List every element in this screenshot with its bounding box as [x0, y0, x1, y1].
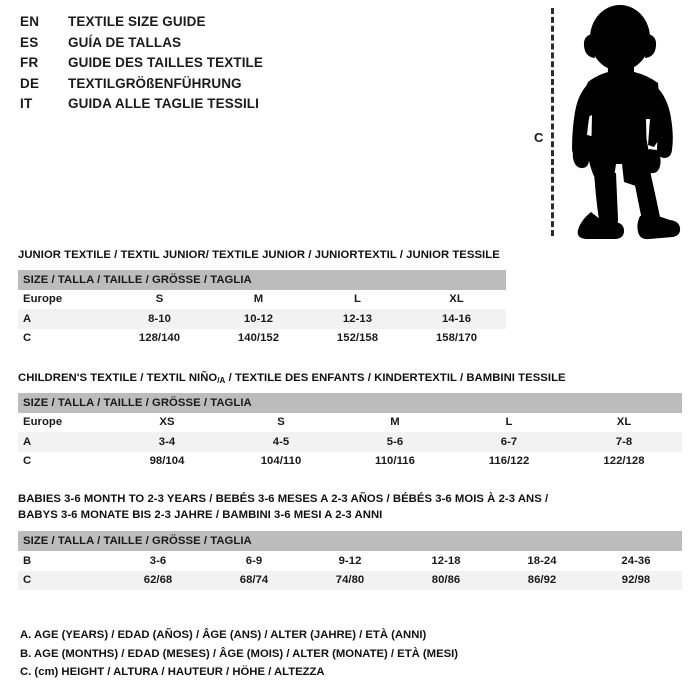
cell: 3-4	[110, 432, 224, 452]
section-junior-textile: JUNIOR TEXTILE / TEXTIL JUNIOR/ TEXTILE …	[18, 248, 507, 348]
table-row: B 3-6 6-9 9-12 12-18 18-24 24-36	[18, 551, 682, 571]
cell: XS	[110, 412, 224, 432]
table-header-row: SIZE / TALLA / TAILLE / GRÖSSE / TAGLIA	[18, 392, 683, 413]
cell: 122/128	[566, 451, 683, 471]
language-code: FR	[20, 55, 39, 70]
cell: 152/158	[308, 328, 407, 348]
table-row: A 8-10 10-12 12-13 14-16	[18, 309, 507, 329]
row-label: Europe	[18, 289, 110, 309]
row-label: C	[18, 328, 110, 348]
cell: 62/68	[110, 570, 206, 590]
cell: S	[110, 289, 209, 309]
cell: 116/122	[452, 451, 566, 471]
toddler-silhouette-icon	[572, 5, 681, 240]
table-header-row: SIZE / TALLA / TAILLE / GRÖSSE / TAGLIA	[18, 269, 507, 290]
row-label: B	[18, 551, 110, 571]
cell: M	[338, 412, 452, 432]
height-measurement-figure: C	[510, 0, 700, 248]
section-title-junior: JUNIOR TEXTILE / TEXTIL JUNIOR/ TEXTILE …	[18, 249, 500, 261]
legend-item-b: B. AGE (MONTHS) / EDAD (MESES) / ÂGE (MO…	[20, 647, 459, 660]
language-title: TEXTILGRÖßENFÜHRUNG	[68, 75, 242, 91]
cell: 3-6	[110, 551, 206, 571]
language-row: ES GUÍA DE TALLAS	[20, 35, 490, 56]
section-title-children-sub: /A	[217, 376, 226, 385]
cell: 8-10	[110, 309, 209, 329]
cell: L	[452, 412, 566, 432]
language-title-block: EN TEXTILE SIZE GUIDE ES GUÍA DE TALLAS …	[20, 14, 490, 117]
language-title: GUÍA DE TALLAS	[68, 34, 182, 50]
language-title: GUIDE DES TAILLES TEXTILE	[68, 55, 264, 70]
cell: 4-5	[224, 432, 338, 452]
cell: 68/74	[206, 570, 302, 590]
cell: 110/116	[338, 451, 452, 471]
table-header-row: SIZE / TALLA / TAILLE / GRÖSSE / TAGLIA	[18, 531, 682, 551]
cell: L	[308, 289, 407, 309]
measurement-legend: A. AGE (YEARS) / EDAD (AÑOS) / ÂGE (ANS)…	[20, 626, 458, 682]
row-label: A	[18, 309, 110, 329]
cell: S	[224, 412, 338, 432]
cell: 9-12	[302, 551, 398, 571]
cell: 6-9	[206, 551, 302, 571]
junior-size-table: SIZE / TALLA / TAILLE / GRÖSSE / TAGLIA …	[18, 269, 507, 348]
row-label: C	[18, 451, 110, 471]
cell: 24-36	[590, 551, 682, 571]
table-row: A 3-4 4-5 5-6 6-7 7-8	[18, 432, 683, 452]
table-row: C 128/140 140/152 152/158 158/170	[18, 328, 507, 348]
table-row: Europe XS S M L XL	[18, 412, 683, 432]
section-children-textile: CHILDREN'S TEXTILE / TEXTIL NIÑO/A / TEX…	[18, 371, 683, 471]
cell: 7-8	[566, 432, 683, 452]
size-header-label: SIZE / TALLA / TAILLE / GRÖSSE / TAGLIA	[18, 531, 682, 551]
cell: 14-16	[407, 309, 507, 329]
language-row: DE TEXTILGRÖßENFÜHRUNG	[20, 76, 490, 97]
row-label: C	[18, 570, 110, 590]
section-babies-textile: BABIES 3-6 MONTH TO 2-3 YEARS / BEBÉS 3-…	[18, 492, 682, 590]
cell: 86/92	[494, 570, 590, 590]
cell: 128/140	[110, 328, 209, 348]
section-title-babies-line1: BABIES 3-6 MONTH TO 2-3 YEARS / BEBÉS 3-…	[18, 493, 549, 505]
cell: 74/80	[302, 570, 398, 590]
cell: XL	[566, 412, 683, 432]
section-title-children-pre: CHILDREN'S TEXTILE / TEXTIL NIÑO	[18, 372, 218, 384]
table-row: C 98/104 104/110 110/116 116/122 122/128	[18, 451, 683, 471]
legend-item-c: C. (cm) HEIGHT / ALTURA / HAUTEUR / HÖHE…	[20, 666, 325, 678]
language-code: IT	[20, 96, 33, 111]
language-row: FR GUIDE DES TAILLES TEXTILE	[20, 55, 490, 76]
language-row: EN TEXTILE SIZE GUIDE	[20, 14, 490, 35]
language-title: TEXTILE SIZE GUIDE	[68, 14, 206, 29]
cell: 6-7	[452, 432, 566, 452]
children-size-table: SIZE / TALLA / TAILLE / GRÖSSE / TAGLIA …	[18, 392, 683, 471]
cell: 12-18	[398, 551, 494, 571]
section-title-babies-line2: BABYS 3-6 MONATE BIS 2-3 JAHRE / BAMBINI…	[18, 508, 383, 521]
table-row: C 62/68 68/74 74/80 80/86 86/92 92/98	[18, 570, 682, 590]
size-header-label: SIZE / TALLA / TAILLE / GRÖSSE / TAGLIA	[18, 269, 507, 290]
language-code: EN	[20, 14, 40, 29]
cell: 18-24	[494, 551, 590, 571]
section-title-children-post: / TEXTILE DES ENFANTS / KINDERTEXTIL / B…	[225, 372, 566, 384]
row-label: Europe	[18, 412, 110, 432]
row-label: A	[18, 432, 110, 452]
language-code: DE	[20, 75, 40, 91]
cell: XL	[407, 289, 507, 309]
language-code: ES	[20, 34, 39, 50]
cell: 98/104	[110, 451, 224, 471]
cell: 140/152	[209, 328, 308, 348]
cell: 5-6	[338, 432, 452, 452]
cell: 80/86	[398, 570, 494, 590]
legend-item-a: A. AGE (YEARS) / EDAD (AÑOS) / ÂGE (ANS)…	[20, 629, 427, 641]
cell: 92/98	[590, 570, 682, 590]
cell: 12-13	[308, 309, 407, 329]
section-title-children: CHILDREN'S TEXTILE / TEXTIL NIÑO/A / TEX…	[18, 371, 682, 387]
height-dimension-line	[551, 8, 554, 236]
language-title: GUIDA ALLE TAGLIE TESSILI	[68, 96, 259, 111]
cell: 158/170	[407, 328, 507, 348]
height-measure-label: C	[534, 130, 544, 145]
cell: 104/110	[224, 451, 338, 471]
table-row: Europe S M L XL	[18, 289, 507, 309]
language-row: IT GUIDA ALLE TAGLIE TESSILI	[20, 96, 490, 117]
cell: 10-12	[209, 309, 308, 329]
size-header-label: SIZE / TALLA / TAILLE / GRÖSSE / TAGLIA	[18, 392, 683, 413]
babies-size-table: SIZE / TALLA / TAILLE / GRÖSSE / TAGLIA …	[18, 531, 682, 590]
cell: M	[209, 289, 308, 309]
